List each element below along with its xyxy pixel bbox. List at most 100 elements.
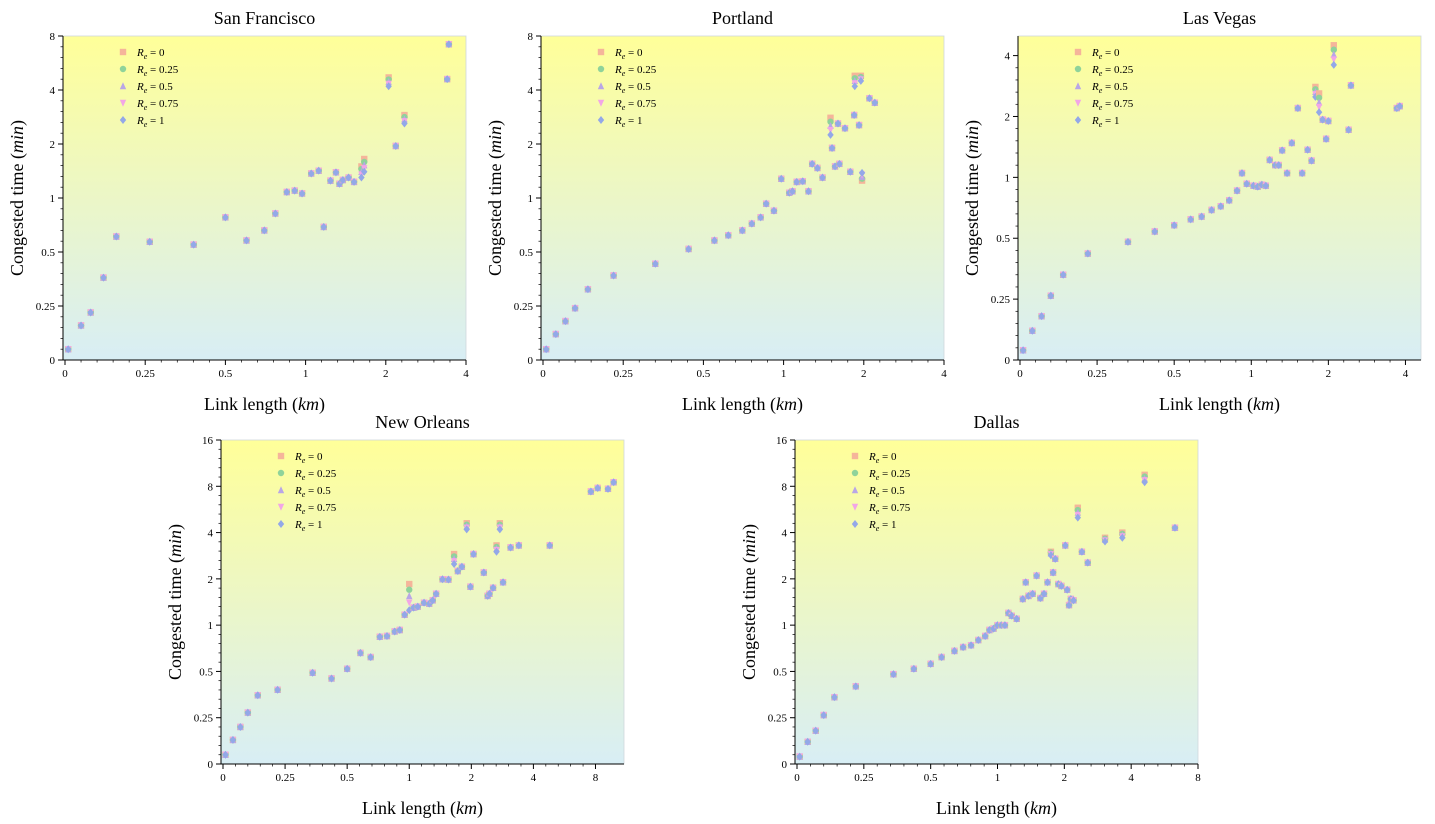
legend-label: Re = 1: [614, 115, 643, 129]
data-point-diamond: [711, 236, 718, 245]
x-tick-label: 0.5: [1167, 368, 1181, 380]
data-point-diamond: [852, 682, 860, 691]
data-point-diamond: [546, 541, 553, 550]
data-point-diamond: [1396, 102, 1403, 111]
x-tick-label: 0: [540, 368, 546, 380]
data-point-diamond: [222, 750, 229, 759]
data-point-diamond: [1078, 547, 1086, 556]
data-point-triangle-down: [406, 599, 413, 607]
data-point-diamond: [1101, 537, 1109, 546]
chart-panel-0: 0 0.25 0.5 1 2 4 0 0.25 0.5 1 2 4 8 San Francisco Link…: [7, 8, 469, 415]
data-point-diamond: [1151, 227, 1158, 236]
data-point-diamond: [805, 187, 812, 196]
y-tick-label: 0.5: [519, 247, 533, 259]
x-tick-label: 0: [220, 772, 226, 784]
y-tick-label: 4: [528, 85, 534, 97]
data-point-diamond: [361, 167, 368, 176]
y-axis-label: Congested time (min): [485, 120, 506, 276]
data-point-diamond: [799, 177, 806, 186]
legend-label: Re = 1: [868, 519, 897, 533]
x-tick-label: 0.25: [1087, 368, 1107, 380]
y-tick-label: 8: [782, 481, 788, 493]
data-point-circle: [406, 586, 413, 593]
data-point-diamond: [420, 598, 428, 607]
y-tick-label: 0.25: [514, 301, 534, 313]
data-point-diamond: [298, 189, 306, 198]
y-tick-label: 1: [528, 193, 534, 205]
y-tick-label: 4: [50, 85, 56, 97]
data-point-diamond: [685, 244, 692, 253]
panels: 0 0.25 0.5 1 2 4 0 0.25 0.5 1 2 4 8 San Francisco Link…: [7, 8, 1422, 819]
legend-marker-triangle-up: [597, 82, 605, 90]
data-point-diamond: [383, 631, 391, 640]
data-point-diamond: [847, 167, 854, 176]
x-tick-label: 2: [1062, 772, 1068, 784]
data-point-diamond: [1308, 156, 1315, 165]
x-tick-label: 2: [469, 772, 475, 784]
y-tick-label: 8: [528, 31, 534, 43]
legend-label: Re = 0.5: [136, 81, 173, 95]
data-point-diamond: [828, 143, 836, 152]
legend-label: Re = 0: [136, 47, 165, 61]
chart-panel-3: 0 0.25 0.5 1 2 4 8 0 0.25 0.5 1 2 4 8 16 New Orleans Lin…: [165, 412, 625, 819]
data-point-diamond: [493, 547, 500, 556]
data-point-diamond: [1001, 621, 1009, 630]
x-tick-label: 0: [62, 368, 68, 380]
data-point-diamond: [1038, 312, 1045, 321]
data-point-diamond: [1208, 205, 1215, 214]
y-tick-label: 2: [208, 574, 214, 586]
y-tick-label: 16: [202, 435, 214, 447]
data-point-diamond: [1059, 270, 1067, 279]
legend-marker-diamond: [597, 116, 605, 124]
data-point-diamond: [851, 82, 858, 91]
legend-label: Re = 0.5: [294, 485, 331, 499]
data-point-diamond: [1283, 169, 1291, 178]
plot-background: [63, 36, 466, 360]
data-point-diamond: [748, 219, 756, 228]
data-point-diamond: [414, 602, 421, 611]
data-point-diamond: [1198, 212, 1205, 221]
data-point-diamond: [610, 271, 617, 280]
data-point-diamond: [910, 664, 918, 673]
y-tick-label: 1: [50, 193, 56, 205]
data-point-diamond: [1345, 125, 1352, 134]
data-point-diamond: [562, 317, 569, 326]
data-point-diamond: [350, 177, 358, 186]
legend: Re = 0 Re = 0.25 Re = 0.5 Re = 0.75 Re = 1: [119, 47, 179, 129]
data-point-diamond: [819, 173, 826, 182]
data-point-circle: [827, 118, 834, 125]
y-tick-label: 0.5: [996, 233, 1010, 245]
data-point-diamond: [367, 653, 374, 662]
data-point-diamond: [391, 627, 398, 636]
data-point-diamond: [938, 653, 945, 662]
y-tick-label: 0.25: [991, 294, 1011, 306]
data-point-diamond: [499, 578, 507, 587]
data-point-diamond: [445, 40, 453, 49]
data-point-diamond: [789, 187, 796, 196]
data-point-diamond: [1084, 558, 1091, 567]
chart-panel-2: 0 0.25 0.5 1 2 4 0 0.25 0.5 1 2 4 Las Vegas Link leng…: [962, 8, 1422, 415]
data-point-diamond: [244, 708, 252, 717]
y-tick-label: 0: [1005, 355, 1011, 367]
legend-marker-circle: [851, 469, 859, 477]
legend-label: Re = 0.75: [294, 502, 337, 516]
x-tick-label: 0.5: [924, 772, 938, 784]
legend-label: Re = 0.75: [614, 98, 657, 112]
data-point-diamond: [855, 121, 863, 130]
data-point-diamond: [222, 213, 229, 222]
data-point-diamond: [1062, 541, 1069, 550]
data-point-diamond: [65, 345, 72, 354]
data-point-diamond: [291, 186, 298, 195]
data-point-diamond: [254, 691, 261, 700]
data-point-diamond: [243, 236, 250, 245]
y-tick-label: 2: [528, 139, 534, 151]
x-tick-label: 0: [1017, 368, 1023, 380]
x-tick-label: 0: [794, 772, 800, 784]
data-point-diamond: [834, 119, 842, 128]
data-point-diamond: [804, 737, 811, 746]
legend-label: Re = 0.75: [868, 502, 911, 516]
data-point-diamond: [146, 237, 153, 246]
x-tick-label: 2: [1326, 368, 1332, 380]
data-point-diamond: [998, 621, 1005, 630]
